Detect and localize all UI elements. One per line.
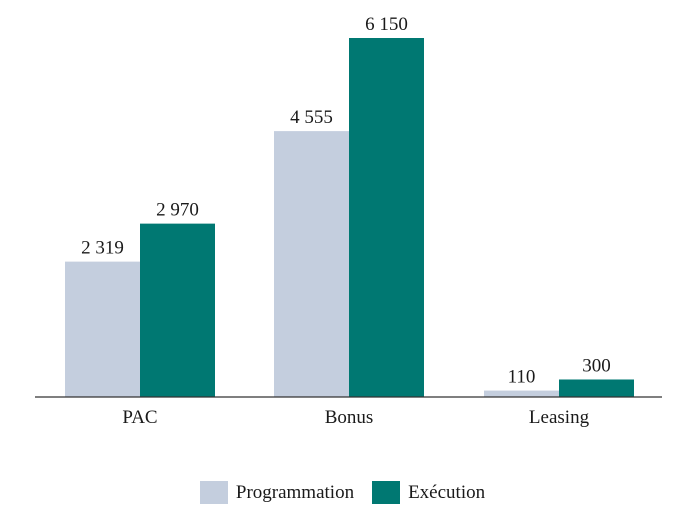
category-labels-group: PAC Bonus Leasing xyxy=(122,407,589,428)
value-label-leasing-execution: 300 xyxy=(582,355,611,376)
bar-pac-programmation xyxy=(65,261,140,397)
legend-label-programmation: Programmation xyxy=(235,481,355,503)
value-label-pac-execution: 2 970 xyxy=(156,200,199,221)
value-label-leasing-programmation: 110 xyxy=(508,367,536,388)
value-label-bonus-programmation: 4 555 xyxy=(290,107,333,128)
bars-group xyxy=(65,38,634,397)
bar-leasing-execution xyxy=(559,379,634,397)
category-label-pac: PAC xyxy=(122,407,157,428)
legend-swatch-execution xyxy=(372,481,401,504)
legend-label-execution: Exécution xyxy=(408,481,486,503)
bar-leasing-programmation xyxy=(484,390,559,397)
legend-item-programmation: Programmation xyxy=(199,481,355,504)
value-label-bonus-execution: 6 150 xyxy=(365,14,408,35)
legend: Programmation Exécution xyxy=(0,481,685,504)
category-label-bonus: Bonus xyxy=(325,407,374,428)
legend-item-execution: Exécution xyxy=(372,481,485,504)
legend-swatch-programmation xyxy=(199,481,228,504)
bar-pac-execution xyxy=(140,223,215,397)
value-label-pac-programmation: 2 319 xyxy=(81,238,124,259)
bar-bonus-execution xyxy=(349,38,424,397)
bar-bonus-programmation xyxy=(274,131,349,397)
value-labels-group: 2 319 2 970 4 555 6 150 110 300 xyxy=(81,14,611,388)
category-label-leasing: Leasing xyxy=(529,407,590,428)
